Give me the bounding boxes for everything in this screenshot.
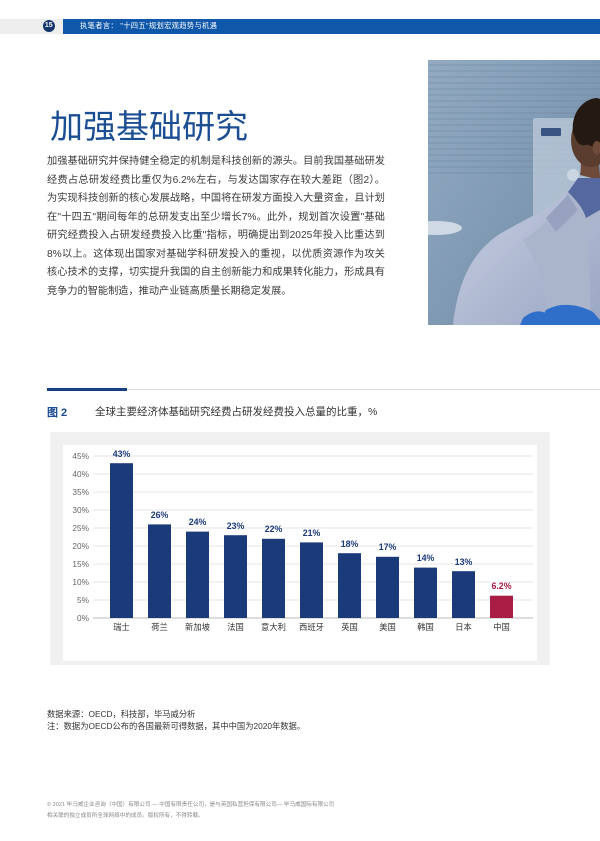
svg-text:35%: 35% xyxy=(72,487,89,497)
svg-text:15%: 15% xyxy=(72,559,89,569)
svg-text:法国: 法国 xyxy=(227,622,244,632)
svg-text:43%: 43% xyxy=(113,449,131,459)
svg-text:6.2%: 6.2% xyxy=(491,581,511,591)
svg-text:0%: 0% xyxy=(77,613,90,623)
svg-text:24%: 24% xyxy=(189,517,207,527)
svg-text:45%: 45% xyxy=(72,451,89,461)
svg-text:10%: 10% xyxy=(72,577,89,587)
svg-text:30%: 30% xyxy=(72,505,89,515)
svg-text:西班牙: 西班牙 xyxy=(299,622,324,632)
svg-text:21%: 21% xyxy=(303,528,321,538)
svg-text:18%: 18% xyxy=(341,539,359,549)
svg-text:新加坡: 新加坡 xyxy=(185,622,210,632)
svg-text:日本: 日本 xyxy=(455,622,472,632)
svg-text:意大利: 意大利 xyxy=(261,622,286,632)
svg-text:25%: 25% xyxy=(72,523,89,533)
svg-text:17%: 17% xyxy=(379,542,397,552)
svg-text:英国: 英国 xyxy=(341,622,358,632)
svg-text:5%: 5% xyxy=(77,595,90,605)
svg-text:14%: 14% xyxy=(417,553,435,563)
svg-text:23%: 23% xyxy=(227,521,245,531)
svg-text:韩国: 韩国 xyxy=(417,622,434,632)
svg-text:中国: 中国 xyxy=(493,622,510,632)
svg-text:22%: 22% xyxy=(265,524,283,534)
svg-text:13%: 13% xyxy=(455,557,473,567)
svg-text:26%: 26% xyxy=(151,510,169,520)
svg-text:40%: 40% xyxy=(72,469,89,479)
svg-text:瑞士: 瑞士 xyxy=(113,622,130,632)
svg-text:美国: 美国 xyxy=(379,622,396,632)
svg-text:荷兰: 荷兰 xyxy=(151,622,168,632)
svg-text:20%: 20% xyxy=(72,541,89,551)
